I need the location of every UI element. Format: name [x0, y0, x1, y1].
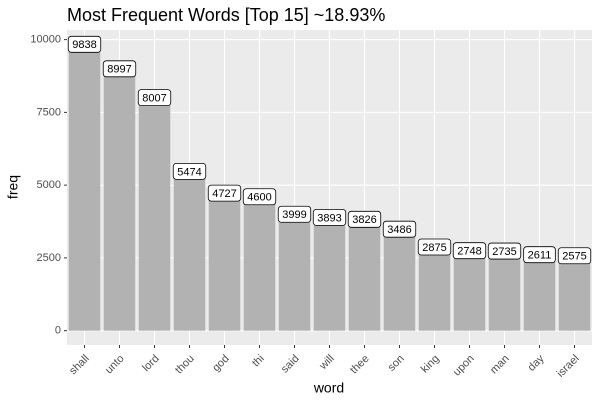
bar	[208, 193, 241, 331]
chart-title: Most Frequent Words [Top 15] ~18.93%	[67, 5, 385, 25]
y-tick-label: 5000	[37, 179, 61, 191]
value-label-box	[102, 60, 137, 78]
value-label-box	[242, 188, 277, 206]
bar	[488, 251, 521, 331]
y-tick-label: 10000	[30, 34, 61, 46]
x-tick-label: unto	[103, 353, 127, 377]
value-label: 8007	[142, 93, 166, 105]
bar	[523, 254, 556, 331]
y-tick-label: 2500	[37, 252, 61, 264]
x-tick-label: will	[317, 353, 337, 373]
bar	[348, 219, 381, 331]
bar	[173, 171, 206, 331]
bar	[558, 255, 591, 331]
bar	[243, 196, 276, 331]
bar	[278, 214, 311, 331]
x-tick-label: thi	[250, 353, 267, 370]
value-label: 2735	[492, 246, 516, 258]
x-tick-label: day	[526, 352, 547, 373]
value-label: 3826	[352, 214, 376, 226]
value-label: 3486	[387, 224, 411, 236]
value-label: 4600	[247, 192, 271, 204]
y-axis-title: freq	[5, 175, 21, 199]
value-label: 5474	[177, 166, 201, 178]
bar	[138, 97, 171, 331]
bar	[313, 217, 346, 331]
value-label-box	[172, 162, 207, 180]
value-label-box	[137, 89, 172, 107]
value-label: 4727	[212, 188, 236, 200]
x-tick-label: man	[488, 353, 512, 377]
value-label-box	[312, 208, 347, 226]
x-tick-label: thou	[173, 353, 197, 377]
value-label: 8997	[107, 64, 131, 76]
value-label: 3999	[282, 209, 306, 221]
x-tick-label: said	[279, 353, 302, 376]
bar	[418, 246, 451, 331]
bar	[453, 250, 486, 331]
value-label-box	[67, 35, 102, 53]
value-label: 2575	[562, 251, 586, 263]
value-label-box	[417, 238, 452, 256]
x-axis-title: word	[313, 380, 344, 396]
value-label-box	[523, 246, 556, 264]
x-tick-label: thee	[348, 353, 372, 377]
y-tick-label: 7500	[37, 106, 61, 118]
x-tick-label: upon	[451, 353, 477, 379]
x-tick-label: israel	[555, 353, 582, 380]
value-label-box	[487, 242, 522, 260]
value-label: 3893	[317, 212, 341, 224]
x-tick-label: shall	[67, 353, 91, 377]
x-tick-label: king	[419, 353, 442, 376]
value-label: 9838	[72, 39, 96, 51]
value-label-box	[277, 205, 312, 223]
value-label-box	[382, 220, 417, 238]
x-tick-label: god	[210, 353, 231, 374]
value-label-box	[207, 184, 242, 202]
bar	[68, 44, 101, 331]
bar	[103, 68, 136, 331]
value-label: 2611	[528, 250, 552, 262]
value-label-box	[557, 247, 592, 265]
bar	[383, 229, 416, 331]
x-tick-label: son	[386, 353, 407, 374]
y-tick-label: 0	[55, 325, 61, 337]
value-label: 2875	[422, 242, 446, 254]
value-label: 2748	[457, 246, 481, 258]
value-label-box	[452, 242, 487, 260]
value-label-box	[347, 210, 382, 228]
x-tick-label: lord	[140, 353, 161, 374]
